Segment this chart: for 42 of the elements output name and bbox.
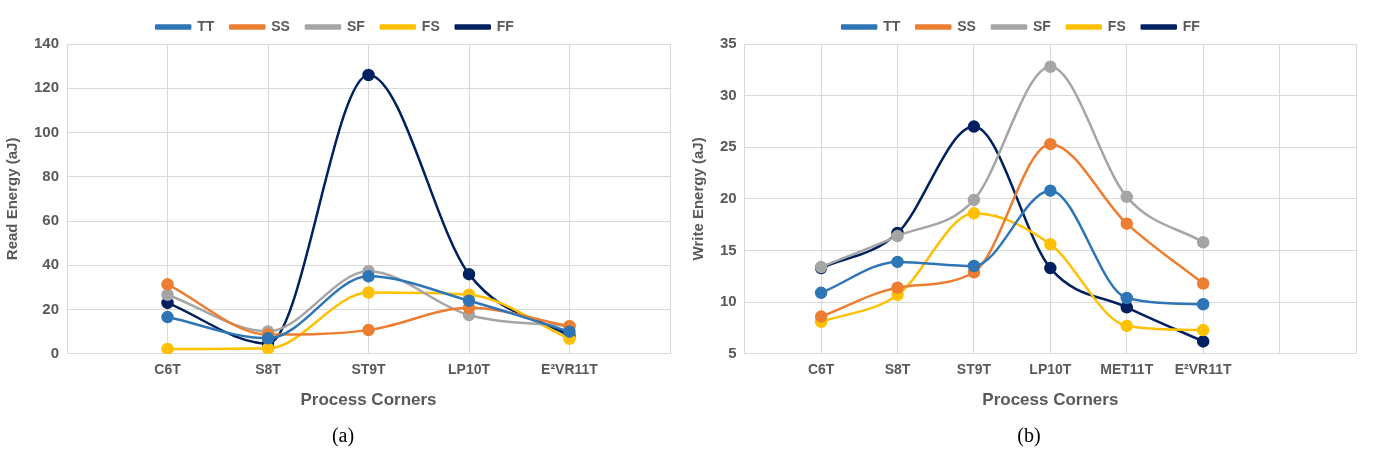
legend-label: FS	[421, 17, 440, 34]
x-tick-label: S8T	[884, 361, 911, 378]
y-tick-label: 10	[720, 292, 737, 310]
y-axis-title: Read Energy (aJ)	[3, 137, 21, 261]
y-tick-label: 20	[42, 299, 60, 317]
legend-label: SF	[346, 17, 366, 34]
x-tick-label: S8T	[255, 361, 282, 378]
text: (b)	[1016, 424, 1042, 447]
y-tick-label: 80	[42, 166, 60, 184]
x-axis-title: Process Corners	[982, 390, 1119, 410]
y-tick-label: 30	[720, 85, 737, 103]
text: (a)	[330, 424, 356, 447]
y-tick-label: 100	[34, 122, 60, 140]
x-tick-label: MET11T	[1100, 361, 1154, 378]
y-tick-label: 25	[720, 137, 737, 155]
x-tick-label: E²VR11T	[541, 361, 599, 378]
x-tick-label: C6T	[807, 361, 835, 378]
y-tick-label: 120	[34, 78, 60, 96]
x-axis-title: Process Corners	[300, 390, 437, 410]
y-tick-label: 5	[728, 343, 737, 361]
legend-label: TT	[883, 17, 901, 34]
legend-label: FF	[1182, 17, 1201, 34]
legend-label: SS	[271, 17, 290, 34]
x-tick-label: ST9T	[351, 361, 387, 378]
x-tick-label: C6T	[154, 361, 182, 378]
x-tick-label: LP10T	[448, 361, 491, 378]
y-tick-label: 0	[50, 343, 60, 361]
y-tick-label: 20	[720, 189, 737, 207]
x-tick-label: LP10T	[1029, 361, 1072, 378]
x-tick-label: ST9T	[956, 361, 992, 378]
y-tick-label: 15	[720, 240, 737, 258]
y-tick-label: 35	[720, 34, 737, 52]
legend-label: FS	[1107, 17, 1126, 34]
y-tick-label: 140	[34, 34, 60, 52]
legend-label: SF	[1032, 17, 1052, 34]
legend-label: TT	[197, 17, 215, 34]
y-axis-title: Write Energy (aJ)	[689, 137, 707, 261]
legend-label: FF	[496, 17, 515, 34]
legend-label: SS	[957, 17, 976, 34]
x-tick-label: E²VR11T	[1174, 361, 1233, 378]
y-tick-label: 60	[42, 211, 60, 229]
y-tick-label: 40	[42, 255, 60, 273]
